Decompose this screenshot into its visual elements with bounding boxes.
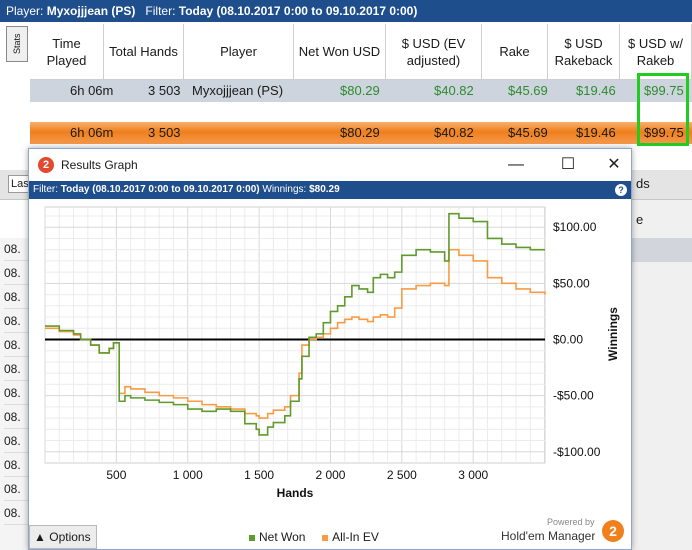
player-label: Player: bbox=[6, 4, 44, 18]
window-title: Results Graph bbox=[61, 158, 138, 172]
cell-rakeback: $19.46 bbox=[576, 83, 616, 98]
list-item: 08. bbox=[4, 478, 30, 501]
close-button[interactable]: ✕ bbox=[607, 156, 621, 173]
player-name: Myxojjjean (PS) bbox=[46, 4, 136, 18]
background-dropdown[interactable]: Las bbox=[8, 175, 30, 193]
cell-ev-adjusted: $40.82 bbox=[434, 125, 474, 140]
help-icon[interactable]: ? bbox=[615, 184, 627, 196]
cell-net-won: $80.29 bbox=[340, 83, 380, 98]
graph-filter-bar: Filter: Today (08.10.2017 0:00 to 09.10.… bbox=[29, 181, 631, 199]
column-header-player[interactable]: Player bbox=[184, 24, 294, 80]
y-axis-label: Winnings bbox=[606, 307, 620, 361]
list-item: 08. bbox=[4, 454, 30, 477]
column-header-net-won[interactable]: Net Won USD bbox=[294, 24, 386, 80]
list-item: 08. bbox=[4, 430, 30, 453]
cell-time-played: 6h 06m bbox=[70, 83, 114, 98]
y-tick-label: -$50.00 bbox=[553, 389, 594, 403]
cell-rake: $45.69 bbox=[508, 125, 548, 140]
legend-net-won-swatch bbox=[249, 534, 255, 541]
winnings-value: $80.29 bbox=[309, 184, 340, 195]
column-header-ev-adjusted[interactable]: $ USD (EV adjusted) bbox=[386, 24, 482, 80]
list-item: 08. bbox=[4, 382, 30, 405]
legend-net-won-label: Net Won bbox=[259, 530, 306, 544]
options-label: Options bbox=[49, 530, 91, 544]
list-item: 08. bbox=[4, 334, 30, 357]
column-header-with-rakeback[interactable]: $ USD w/ Rakeb bbox=[620, 24, 692, 80]
cell-time-played: 6h 06m bbox=[70, 125, 114, 140]
list-item: 08. bbox=[4, 406, 30, 429]
legend-all-in-ev-swatch bbox=[322, 534, 329, 541]
graph-filter-label: Filter: bbox=[33, 184, 58, 195]
stats-side-tab[interactable]: Stats bbox=[6, 26, 28, 62]
results-chart: 500 1 000 1 500 2 000 2 500 3 000 $100.00 $50.… bbox=[44, 206, 620, 500]
window-titlebar[interactable]: 2 Results Graph — ☐ ✕ bbox=[29, 149, 631, 181]
chart-grid bbox=[44, 206, 546, 464]
x-tick-label: 1 500 bbox=[244, 468, 274, 482]
background-date-column: 08. 08. 08. 08. 08. 08. 08. 08. 08. 08. … bbox=[0, 238, 30, 550]
cell-rakeback: $19.46 bbox=[576, 125, 616, 140]
brand-label: Hold'em Manager bbox=[501, 529, 596, 543]
x-tick-label: 500 bbox=[106, 468, 126, 482]
y-tick-labels: $100.00 $50.00 $0.00 -$50.00 -$100.00 bbox=[553, 220, 601, 459]
chart-series bbox=[45, 212, 546, 436]
list-item: 08. bbox=[4, 286, 30, 309]
chevron-up-icon: ▲ bbox=[34, 530, 46, 544]
cell-net-won: $80.29 bbox=[340, 125, 380, 140]
cell-rake: $45.69 bbox=[508, 83, 548, 98]
list-item: 08. bbox=[4, 238, 30, 261]
legend-all-in-ev-label: All-In EV bbox=[332, 530, 379, 544]
filter-value: Today (08.10.2017 0:00 to 09.10.2017 0:0… bbox=[178, 4, 418, 18]
table-row[interactable]: 6h 06m 3 503 Myxojjjean (PS) $80.29 $40.… bbox=[30, 80, 692, 102]
y-tick-label: $100.00 bbox=[553, 220, 597, 234]
stats-filter-bar: Player: Myxojjjean (PS) Filter: Today (0… bbox=[0, 0, 692, 22]
background-right-label: ds bbox=[636, 176, 650, 191]
powered-by-label: Powered by bbox=[547, 517, 595, 527]
options-button[interactable]: ▲ Options bbox=[29, 525, 97, 549]
holdem-manager-brand-icon: 2 bbox=[602, 520, 624, 542]
net-won-line bbox=[45, 212, 545, 436]
column-header-rakeback[interactable]: $ USD Rakeback bbox=[548, 24, 620, 80]
y-tick-label: $50.00 bbox=[553, 276, 590, 290]
column-header-time-played[interactable]: Time Played bbox=[30, 24, 104, 80]
cell-player: Myxojjjean (PS) bbox=[192, 83, 284, 98]
x-tick-label: 3 000 bbox=[458, 468, 488, 482]
x-tick-label: 2 500 bbox=[387, 468, 417, 482]
minimize-button[interactable]: — bbox=[508, 156, 524, 173]
y-tick-label: $0.00 bbox=[553, 332, 583, 346]
chart-legend: Net Won All-In EV bbox=[249, 527, 379, 547]
winnings-label: Winnings: bbox=[262, 184, 307, 195]
x-tick-label: 2 000 bbox=[315, 468, 345, 482]
table-summary-row[interactable]: 6h 06m 3 503 $80.29 $40.82 $45.69 $19.46… bbox=[30, 122, 692, 144]
column-header-total-hands[interactable]: Total Hands bbox=[104, 24, 184, 80]
background-right-label-2: e bbox=[636, 212, 644, 227]
cell-with-rakeback: $99.75 bbox=[644, 125, 684, 140]
results-graph-window[interactable]: 2 Results Graph — ☐ ✕ Filter: Today (08.… bbox=[28, 148, 632, 550]
cell-total-hands: 3 503 bbox=[148, 125, 181, 140]
x-tick-label: 1 000 bbox=[173, 468, 203, 482]
list-item: 08. bbox=[4, 262, 30, 285]
cell-with-rakeback: $99.75 bbox=[644, 83, 684, 98]
column-header-rake[interactable]: Rake bbox=[482, 24, 548, 80]
background-selected-strip bbox=[628, 238, 692, 262]
graph-filter-value: Today (08.10.2017 0:00 to 09.10.2017 0:0… bbox=[60, 184, 260, 195]
list-item: 08. bbox=[4, 358, 30, 381]
list-item: 08. bbox=[4, 310, 30, 333]
filter-label: Filter: bbox=[145, 4, 176, 18]
holdem-manager-logo-icon: 2 bbox=[38, 157, 54, 173]
plot-area bbox=[44, 206, 546, 464]
x-axis-label: Hands bbox=[277, 486, 314, 500]
x-tick-labels: 500 1 000 1 500 2 000 2 500 3 000 bbox=[106, 468, 488, 482]
highlight-box bbox=[637, 73, 689, 146]
y-tick-label: -$100.00 bbox=[553, 445, 601, 459]
cell-total-hands: 3 503 bbox=[148, 83, 181, 98]
maximize-button[interactable]: ☐ bbox=[560, 156, 576, 173]
list-item: 08. bbox=[4, 502, 30, 525]
cell-ev-adjusted: $40.82 bbox=[434, 83, 474, 98]
